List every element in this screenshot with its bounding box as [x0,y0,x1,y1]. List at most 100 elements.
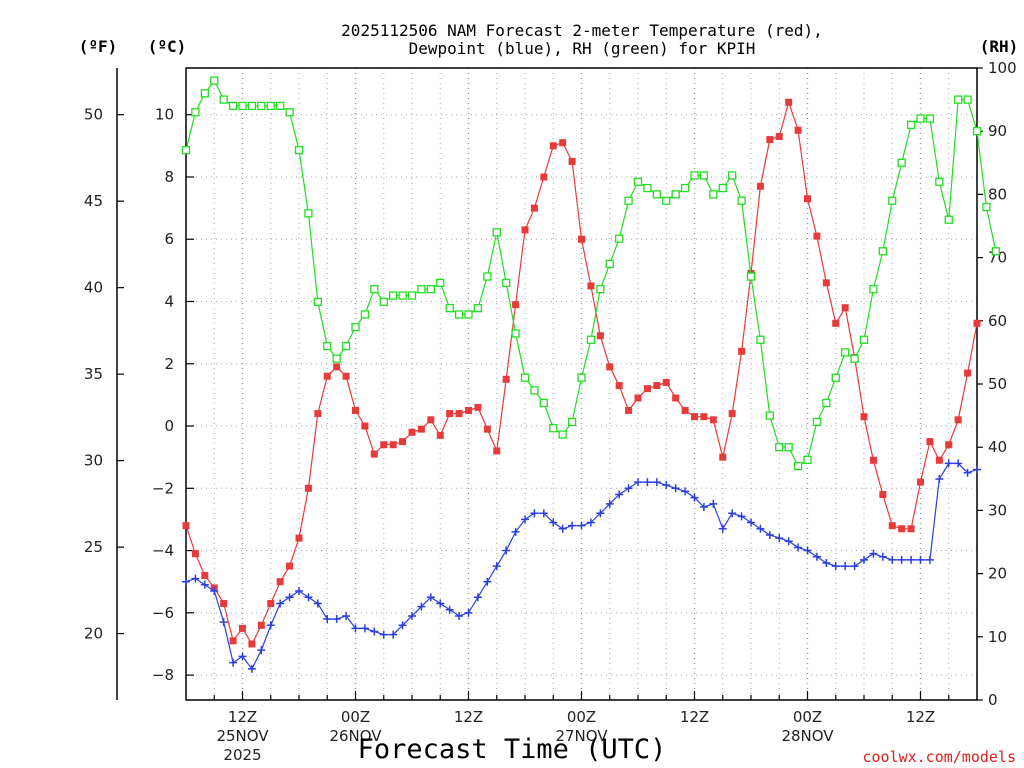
temperature-point [709,416,717,424]
rh-point [294,146,304,155]
fahrenheit-tick-label: 20 [84,625,103,643]
dewpoint-point [869,549,878,558]
tick-labels: −8−6−4−202468102025303540455001020304050… [84,59,1017,764]
dewpoint-point [229,658,238,667]
temperature-point [427,416,435,424]
dewpoint-point [681,487,690,496]
temperature-point [257,621,265,629]
temperature-point [380,441,388,449]
temperature-point [973,319,981,327]
temperature-point [813,232,821,240]
temperature-point [512,301,520,309]
x-axis-title: Forecast Time (UTC) [358,734,667,765]
rh-point [351,322,360,332]
temperature-point [888,522,896,530]
temperature-point [342,372,350,380]
rh-point [247,101,257,111]
dewpoint-point [304,593,313,602]
temperature-point [578,235,585,243]
dewpoint-point [699,502,708,511]
dewpoint-point [907,555,916,564]
temperature-point [917,478,924,486]
temperature-point [201,571,209,579]
x-tick-label: 00Z [341,708,370,726]
temperature-point [653,382,661,390]
dewpoint-point [841,562,850,571]
dewpoint-point [398,621,407,630]
temperature-point [521,226,529,234]
rh-point [445,304,454,313]
rh-point [454,310,464,319]
dewpoint-point [634,478,642,487]
temperature-point [323,372,331,380]
rh-point [615,234,624,243]
dewpoint-point [210,587,219,596]
dewpoint-point [445,605,454,614]
celsius-tick-label: 2 [164,355,174,373]
rh-point [266,101,275,111]
temperature-point [333,363,341,371]
temperature-point [568,157,576,165]
rh-point [530,386,539,395]
temperature-point [191,550,199,558]
rh-point [793,462,803,471]
rh-point [341,341,351,351]
fahrenheit-tick-label: 35 [84,365,103,383]
temperature-point [229,637,237,645]
temperature-point [502,375,510,383]
temperature-point [540,173,548,181]
temperature-point [352,406,359,414]
dewpoint-point [342,611,351,620]
dewpoint-point [765,530,774,539]
rh-point [228,101,238,111]
rh-point [436,278,445,288]
rh-point [210,76,219,85]
rh-point [841,348,850,357]
rh-point [285,108,294,117]
dewpoint-point [332,615,341,624]
celsius-tick-label: −2 [152,479,174,497]
dewpoint-point [389,630,398,639]
temperature-point [869,456,877,464]
rh-tick-label: 30 [988,501,1007,519]
dewpoint-point [624,484,633,493]
celsius-unit-label: (ºC) [148,37,187,56]
dewpoint-point [973,465,981,474]
rh-point [219,95,228,104]
x-tick-label: 00Z [793,708,822,726]
temperature-point [625,406,633,414]
rh-tick-label: 90 [988,122,1007,140]
rh-tick-label: 20 [988,565,1007,583]
rh-point [972,127,982,136]
dewpoint-point [586,518,595,527]
dewpoint-point [483,577,492,586]
temperature-point [681,406,689,414]
fahrenheit-tick-label: 25 [84,538,103,556]
dewpoint-point [690,493,699,502]
rh-point [906,120,916,130]
rh-point [746,272,756,281]
dewpoint-point [709,499,718,508]
rh-point [765,411,774,420]
rh-point [379,297,388,306]
rh-point [257,101,266,111]
rh-point [859,335,869,344]
dewpoint-point [492,562,501,571]
rh-point [370,285,379,294]
temperature-point [926,438,934,446]
rh-point [954,95,963,104]
rh-point [389,291,398,300]
rh-point [511,329,520,338]
dewpoint-point [200,580,209,589]
rh-unit-label: (RH) [980,37,1019,56]
temperature-point [304,484,312,492]
rh-point [822,398,831,408]
dewpoint-point [615,490,624,499]
dewpoint-point [417,602,426,611]
temperature-point [596,332,604,340]
rh-line [185,79,997,468]
temperature-point [182,522,190,530]
rh-tick-label: 10 [988,628,1007,646]
rh-point [784,443,793,452]
celsius-tick-label: 4 [164,292,174,310]
